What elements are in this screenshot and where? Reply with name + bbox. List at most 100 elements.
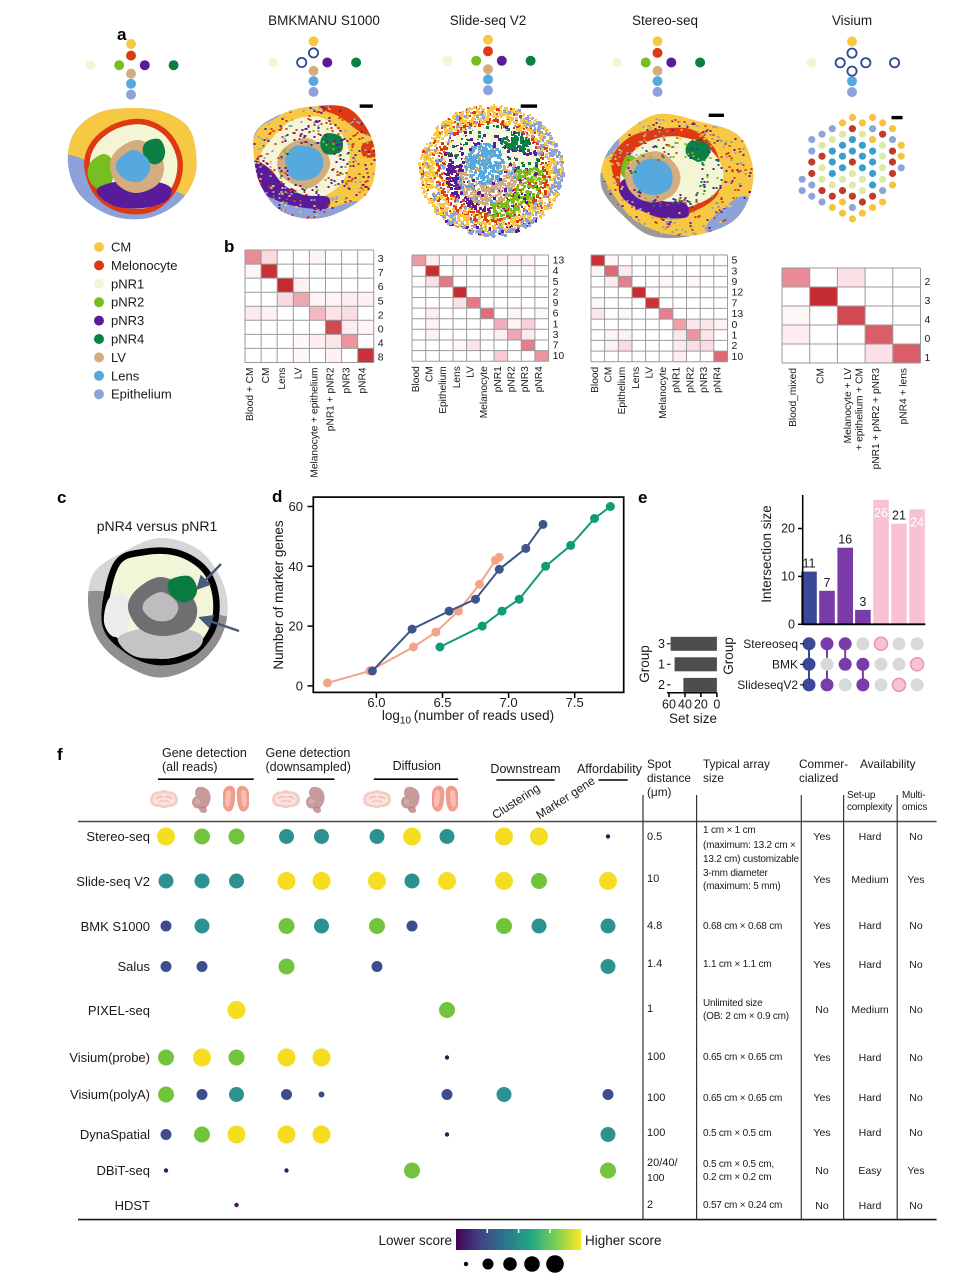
- svg-text:BMK: BMK: [772, 657, 798, 671]
- svg-text:3: 3: [553, 330, 559, 341]
- svg-text:pNR1 + pNR2 + pNR3: pNR1 + pNR2 + pNR3: [871, 367, 882, 469]
- svg-text:9: 9: [553, 298, 559, 309]
- svg-text:21: 21: [892, 509, 906, 523]
- svg-text:pNR4: pNR4: [111, 332, 144, 347]
- svg-text:1: 1: [658, 657, 665, 671]
- svg-text:LV: LV: [645, 367, 656, 379]
- svg-text:Blood: Blood: [590, 367, 601, 393]
- svg-text:Epithelium: Epithelium: [438, 366, 449, 414]
- svg-text:pNR3: pNR3: [699, 367, 710, 393]
- svg-text:Melonocyte: Melonocyte: [111, 258, 177, 273]
- svg-text:0: 0: [296, 678, 303, 693]
- svg-text:Group: Group: [721, 637, 736, 675]
- svg-text:Blood + CM: Blood + CM: [245, 367, 256, 421]
- svg-text:7: 7: [553, 340, 559, 351]
- svg-text:pNR1: pNR1: [493, 366, 504, 392]
- svg-text:26: 26: [874, 506, 888, 520]
- svg-text:0: 0: [377, 324, 383, 335]
- svg-text:10: 10: [732, 352, 744, 363]
- svg-text:3: 3: [859, 595, 866, 609]
- svg-text:pNR3: pNR3: [520, 366, 531, 392]
- svg-text:2: 2: [732, 341, 738, 352]
- svg-text:6.5: 6.5: [433, 695, 451, 710]
- svg-text:7: 7: [377, 268, 383, 279]
- svg-text:4: 4: [553, 266, 559, 277]
- svg-text:pNR4: pNR4: [357, 367, 368, 393]
- svg-text:pNR4: pNR4: [713, 367, 724, 393]
- svg-text:4: 4: [377, 338, 383, 349]
- svg-text:7.0: 7.0: [500, 695, 518, 710]
- svg-text:2: 2: [377, 310, 383, 321]
- svg-text:10: 10: [553, 351, 565, 362]
- svg-text:Melanocyte: Melanocyte: [479, 366, 490, 418]
- svg-text:12: 12: [732, 288, 744, 299]
- svg-text:Blood: Blood: [411, 366, 422, 392]
- svg-text:Lens: Lens: [277, 367, 288, 389]
- svg-text:5: 5: [553, 277, 559, 288]
- svg-text:Melanocyte + epithelium: Melanocyte + epithelium: [309, 367, 320, 477]
- svg-text:3: 3: [377, 254, 383, 265]
- svg-text:Lens: Lens: [452, 366, 463, 388]
- svg-text:1: 1: [732, 331, 738, 342]
- svg-text:pNR2: pNR2: [507, 366, 518, 392]
- svg-text:5: 5: [732, 256, 738, 267]
- svg-text:LV: LV: [466, 366, 477, 378]
- svg-text:20: 20: [694, 698, 708, 712]
- svg-text:6.0: 6.0: [367, 695, 385, 710]
- svg-text:pNR3: pNR3: [341, 367, 352, 393]
- svg-text:7.5: 7.5: [566, 695, 584, 710]
- svg-text:9: 9: [732, 277, 738, 288]
- svg-text:Epithelium: Epithelium: [111, 387, 172, 402]
- svg-text:SlideseqV2: SlideseqV2: [737, 678, 798, 692]
- svg-text:pNR1: pNR1: [672, 367, 683, 393]
- svg-text:LV: LV: [111, 350, 126, 365]
- svg-text:6: 6: [377, 282, 383, 293]
- svg-text:20: 20: [289, 619, 303, 634]
- svg-text:2: 2: [553, 287, 559, 298]
- svg-text:LV: LV: [293, 367, 304, 379]
- svg-text:60: 60: [289, 499, 303, 514]
- svg-text:Intersection size: Intersection size: [759, 505, 774, 603]
- svg-text:2: 2: [925, 276, 931, 288]
- svg-text:pNR4: pNR4: [534, 366, 545, 392]
- svg-text:40: 40: [289, 559, 303, 574]
- svg-text:16: 16: [838, 533, 852, 547]
- svg-text:pNR4 + lens: pNR4 + lens: [899, 368, 910, 424]
- svg-text:Stereoseq: Stereoseq: [743, 637, 798, 651]
- svg-text:CM: CM: [604, 367, 615, 383]
- svg-text:Number of marker genes: Number of marker genes: [271, 520, 286, 670]
- svg-text:0: 0: [713, 698, 720, 712]
- svg-text:10: 10: [781, 569, 795, 583]
- svg-text:3: 3: [658, 637, 665, 651]
- svg-text:4: 4: [925, 314, 931, 326]
- svg-text:1: 1: [925, 352, 931, 364]
- svg-text:3: 3: [925, 295, 931, 307]
- svg-text:Lens: Lens: [631, 367, 642, 389]
- svg-text:0: 0: [788, 617, 795, 631]
- svg-text:Lens: Lens: [111, 368, 140, 383]
- svg-text:CM: CM: [261, 367, 272, 383]
- svg-text:Epithelium: Epithelium: [617, 367, 628, 415]
- svg-text:2: 2: [658, 678, 665, 692]
- svg-text:3: 3: [732, 267, 738, 278]
- svg-text:Melanocyte: Melanocyte: [658, 367, 669, 419]
- svg-text:CM: CM: [425, 366, 436, 382]
- svg-text:pNR3: pNR3: [111, 313, 144, 328]
- svg-text:pNR1: pNR1: [111, 276, 144, 291]
- svg-text:CM: CM: [111, 240, 131, 255]
- svg-text:pNR2: pNR2: [111, 295, 144, 310]
- svg-text:6: 6: [553, 308, 559, 319]
- svg-text:Set size: Set size: [669, 711, 717, 726]
- svg-text:24: 24: [910, 515, 924, 529]
- svg-text:13: 13: [553, 255, 565, 266]
- svg-text:Blood_mixed: Blood_mixed: [788, 367, 799, 426]
- svg-text:Melanocyte + LV+ epithelium +: Melanocyte + LV+ epithelium + CM: [843, 368, 866, 451]
- svg-text:CM: CM: [816, 368, 827, 384]
- svg-text:0: 0: [732, 320, 738, 331]
- svg-text:8: 8: [377, 352, 383, 363]
- svg-text:40: 40: [678, 698, 692, 712]
- svg-text:pNR1 + pNR2: pNR1 + pNR2: [325, 367, 336, 431]
- svg-text:7: 7: [824, 576, 831, 590]
- svg-text:pNR2: pNR2: [686, 367, 697, 393]
- svg-text:13: 13: [732, 309, 744, 320]
